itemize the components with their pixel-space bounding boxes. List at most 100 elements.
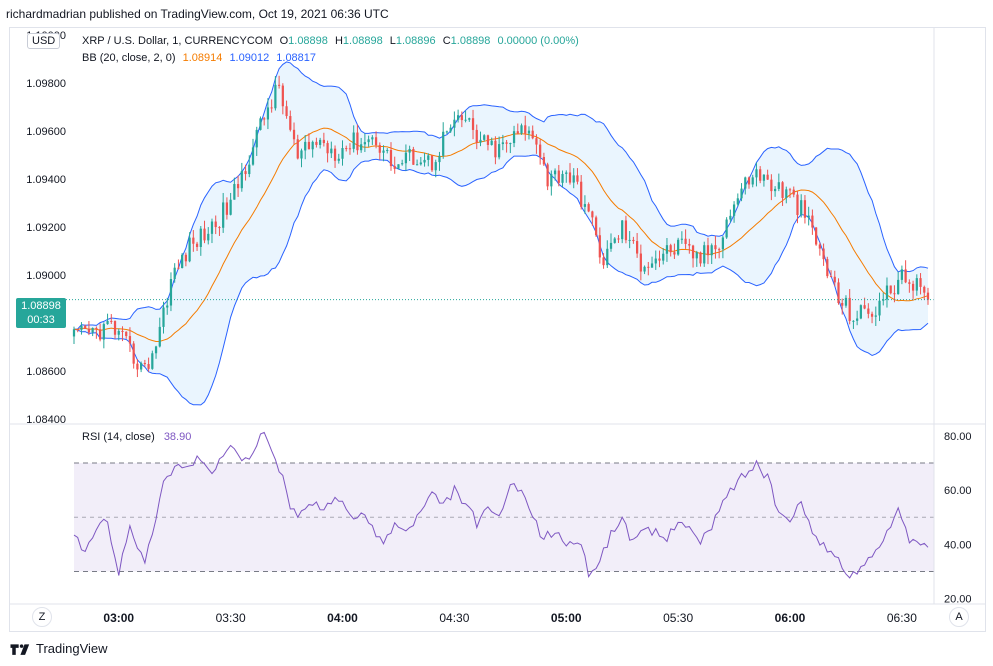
candle — [908, 279, 911, 293]
candle — [766, 169, 769, 180]
rsi-label: RSI (14, close) — [82, 431, 155, 443]
candle — [460, 111, 463, 128]
candle — [251, 138, 255, 166]
time-tick-label: 03:00 — [103, 611, 134, 625]
low-label: L — [389, 35, 396, 47]
candle — [423, 152, 426, 167]
rsi-band-fill — [74, 462, 934, 572]
time-tick-label: 06:00 — [775, 611, 806, 625]
candle — [218, 226, 221, 236]
bollinger-legend[interactable]: BB (20, close, 2, 0) 1.08914 1.09012 1.0… — [82, 52, 316, 64]
candle — [363, 133, 367, 153]
candle — [874, 306, 877, 327]
candle — [844, 295, 848, 308]
price-tick-label: 1.09000 — [26, 270, 66, 282]
time-tick-label: 04:30 — [439, 611, 469, 625]
candle — [703, 241, 706, 267]
candle — [270, 99, 273, 113]
zoom-reset-button[interactable]: Z — [32, 607, 52, 627]
candle — [140, 361, 143, 373]
candle — [524, 115, 527, 141]
candle — [815, 226, 818, 246]
candle — [483, 134, 486, 142]
candle — [915, 274, 918, 296]
time-tick-label: 03:30 — [216, 611, 246, 625]
candle — [214, 215, 217, 235]
time-tick-label: 06:30 — [887, 611, 917, 625]
candle — [143, 359, 146, 367]
candle — [561, 170, 564, 188]
close-value: 1.08898 — [450, 35, 491, 47]
candle — [337, 153, 340, 164]
candle — [404, 144, 408, 171]
candle — [442, 122, 445, 159]
rsi-line — [73, 431, 929, 579]
candle — [859, 304, 862, 320]
candle — [151, 350, 154, 370]
candle — [900, 265, 904, 285]
candle — [296, 134, 299, 160]
time-tick-label: 05:30 — [663, 611, 693, 625]
candle — [173, 263, 176, 283]
candle — [505, 140, 508, 153]
candle — [677, 237, 680, 256]
time-axis: 03:00 03:30 04:00 04:30 05:00 05:30 06:00 06:30 — [103, 611, 917, 625]
bollinger-lower-band — [73, 154, 929, 406]
candle — [714, 235, 717, 259]
candle — [878, 292, 881, 322]
candle — [606, 240, 609, 269]
candle — [181, 252, 184, 269]
candle — [580, 175, 583, 210]
candle — [658, 250, 661, 268]
candle — [897, 271, 900, 295]
candle — [512, 125, 516, 148]
candle — [852, 320, 855, 329]
candle — [617, 235, 620, 243]
candle — [300, 148, 303, 168]
candle — [550, 170, 553, 196]
currency-button[interactable]: USD — [27, 33, 61, 49]
candle — [468, 117, 471, 122]
candle — [527, 126, 531, 140]
candle — [110, 314, 113, 324]
brand-footer: TradingView — [10, 641, 108, 656]
candle — [576, 168, 579, 185]
candle — [923, 285, 926, 300]
candle — [348, 143, 352, 155]
candle — [680, 231, 683, 244]
candle — [833, 270, 836, 287]
candle — [602, 253, 605, 269]
candle — [277, 75, 281, 89]
rsi-tick-label: 40.00 — [944, 539, 972, 551]
candle — [621, 220, 624, 244]
candle — [80, 322, 83, 335]
candle — [445, 130, 449, 135]
candle — [494, 136, 497, 165]
auto-scale-button[interactable]: A — [949, 607, 969, 627]
candle — [710, 243, 713, 265]
candle — [319, 137, 322, 149]
candle — [650, 256, 654, 268]
candle — [210, 218, 214, 244]
brand-name: TradingView — [36, 641, 108, 656]
candle — [311, 140, 314, 158]
candle — [762, 174, 766, 187]
candle — [904, 260, 907, 284]
rsi-tick-label: 80.00 — [944, 431, 972, 443]
rsi-legend[interactable]: RSI (14, close) 38.90 — [82, 431, 191, 443]
candle — [367, 135, 370, 147]
candle — [624, 215, 628, 244]
candle — [360, 137, 363, 153]
candle — [926, 287, 930, 305]
candle — [591, 210, 594, 226]
candle — [509, 142, 512, 154]
candle — [236, 175, 240, 197]
candle — [158, 317, 161, 348]
candle — [132, 341, 135, 369]
candle — [412, 146, 415, 165]
candle — [870, 311, 874, 324]
candle — [826, 256, 829, 279]
candle — [102, 322, 105, 349]
candle — [225, 197, 229, 220]
